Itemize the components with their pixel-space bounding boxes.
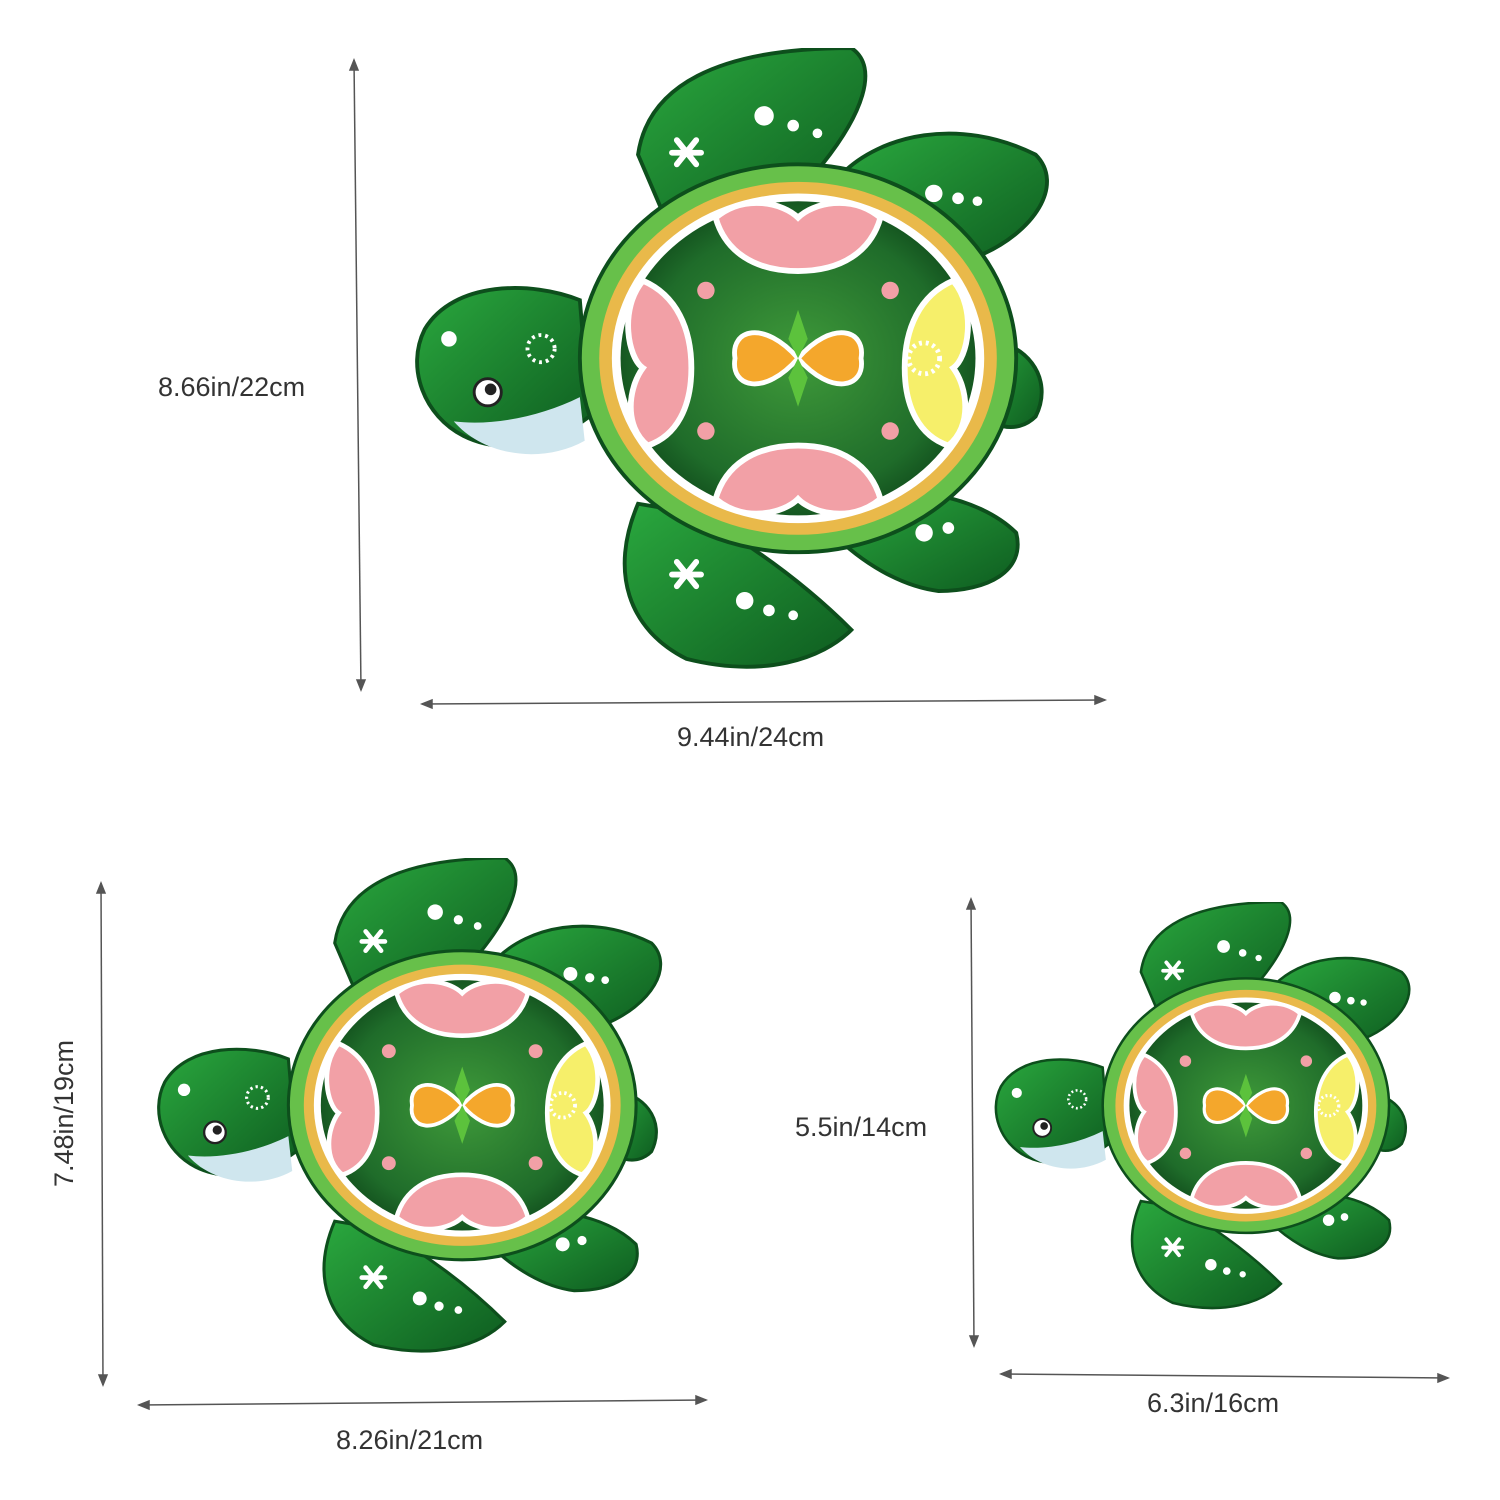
height-label-small: 5.5in/14cm	[795, 1112, 928, 1142]
width-line-medium	[138, 1399, 707, 1406]
height-label-medium: 7.48in/19cm	[49, 1039, 80, 1188]
height-label-large: 8.66in/22cm	[158, 372, 306, 402]
width-line-large	[421, 699, 1106, 705]
width-label-large: 9.44in/24cm	[677, 722, 825, 752]
height-line-medium	[100, 882, 104, 1386]
width-label-small: 6.3in/16cm	[1147, 1388, 1280, 1418]
width-line-small	[1000, 1373, 1449, 1379]
height-line-small	[970, 898, 975, 1347]
height-line-large	[353, 59, 362, 691]
width-label-medium: 8.26in/21cm	[336, 1425, 484, 1455]
